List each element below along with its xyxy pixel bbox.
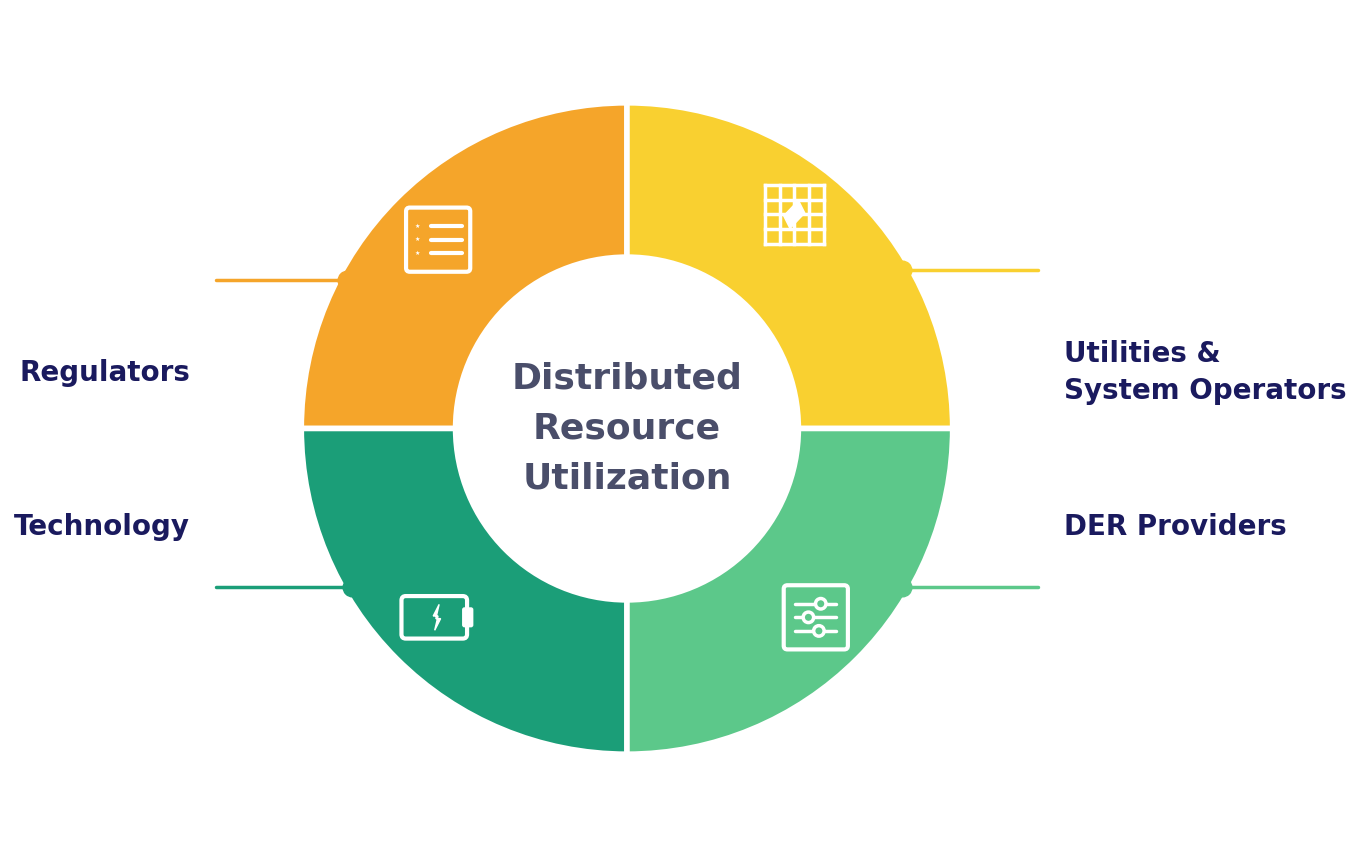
Polygon shape	[433, 604, 440, 630]
Point	[891, 580, 913, 594]
Circle shape	[817, 599, 825, 608]
Point	[891, 263, 913, 277]
Text: Regulators: Regulators	[19, 359, 190, 387]
Circle shape	[814, 626, 824, 635]
Wedge shape	[301, 428, 626, 754]
Point	[342, 580, 363, 594]
Wedge shape	[301, 103, 626, 428]
FancyBboxPatch shape	[463, 608, 472, 626]
Text: DER Providers: DER Providers	[1064, 513, 1287, 541]
Text: Technology: Technology	[14, 513, 190, 541]
Wedge shape	[626, 428, 953, 754]
Wedge shape	[626, 103, 953, 428]
Text: Distributed
Resource
Utilization: Distributed Resource Utilization	[512, 362, 742, 495]
Polygon shape	[784, 201, 805, 229]
Text: ★: ★	[414, 224, 420, 229]
Circle shape	[805, 613, 813, 621]
Circle shape	[455, 257, 798, 600]
Text: ★: ★	[414, 237, 420, 243]
Point	[336, 273, 358, 286]
Text: Utilities &
System Operators: Utilities & System Operators	[1064, 340, 1347, 405]
Text: ★: ★	[414, 251, 420, 255]
